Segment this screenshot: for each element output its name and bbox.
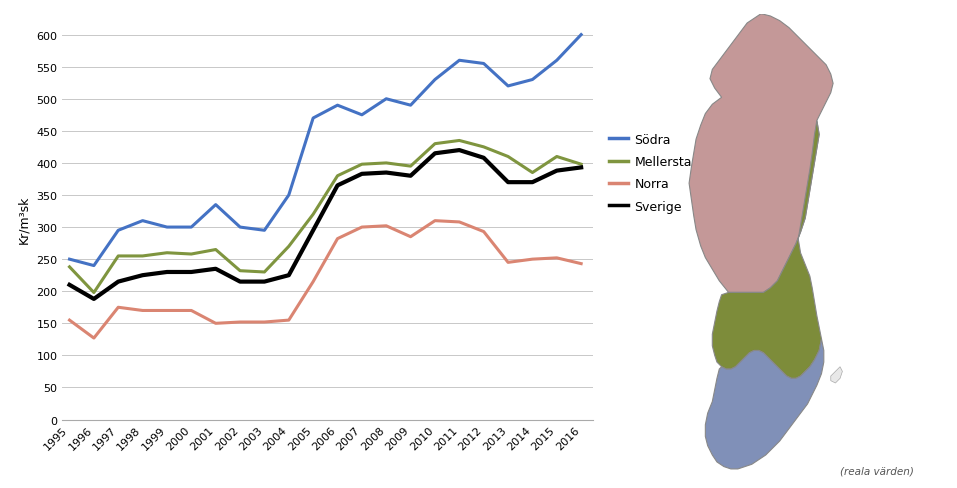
Y-axis label: Kr/m³sk: Kr/m³sk	[17, 196, 31, 244]
Text: (reala värden): (reala värden)	[840, 466, 914, 476]
Polygon shape	[831, 367, 842, 383]
Polygon shape	[705, 339, 824, 469]
Legend: Södra, Mellersta, Norra, Sverige: Södra, Mellersta, Norra, Sverige	[605, 128, 697, 218]
Polygon shape	[689, 15, 834, 293]
Polygon shape	[712, 122, 821, 379]
